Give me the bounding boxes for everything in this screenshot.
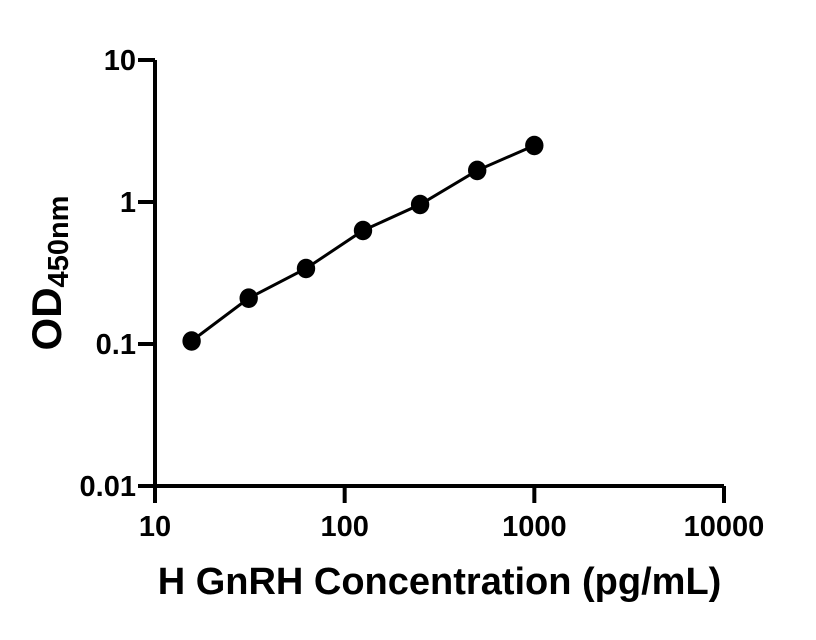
x-tick-label: 10 <box>139 511 171 543</box>
data-point-marker <box>353 220 373 241</box>
y-tick-label: 10 <box>104 45 136 77</box>
x-tick-label: 1000 <box>502 511 567 543</box>
data-point-marker <box>410 194 430 215</box>
data-point-marker <box>525 135 544 156</box>
data-point-marker <box>182 331 201 351</box>
axes <box>138 58 726 503</box>
y-tick-label: 1 <box>120 187 136 219</box>
x-tick-label: 100 <box>320 511 368 543</box>
data-point-marker <box>296 258 316 279</box>
y-tick-label: 0.01 <box>80 471 136 503</box>
data-point-marker <box>239 288 258 309</box>
series-group <box>182 135 544 351</box>
data-point-marker <box>468 160 487 181</box>
axis-spine <box>153 60 724 488</box>
y-axis-title: OD450nm <box>23 196 75 351</box>
x-axis-title: H GnRH Concentration (pg/mL) <box>158 561 722 603</box>
y-axis-title-main: OD <box>23 287 70 350</box>
x-tick-label: 10000 <box>684 511 765 543</box>
y-axis-title-subscript: 450nm <box>43 196 75 288</box>
y-tick-label: 0.1 <box>96 329 136 361</box>
